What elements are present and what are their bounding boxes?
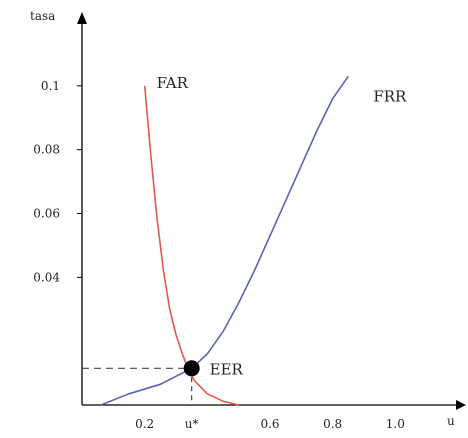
y-tick-label: 0.06 [33,207,60,221]
series-line-far [143,85,239,406]
x-axis-arrow-icon [456,400,466,410]
y-axis-arrow-icon [77,12,87,24]
x-tick-label: 0.2 [135,417,154,431]
x-tick-label: 1.0 [386,417,405,431]
x-tick-label: 0.8 [323,417,342,431]
series-label-frr: FRR [373,87,407,105]
series-label-far: FAR [157,74,189,92]
y-tick-labels: 0.1 0.08 0.06 0.04 [33,79,82,284]
y-axis-label: tasa [30,9,55,23]
y-tick-label: 0.1 [41,79,60,93]
x-tick-label: 0.6 [260,417,279,431]
y-tick-label: 0.08 [33,143,60,157]
x-tick-labels: 0.2 u* 0.6 0.8 1.0 [135,417,405,431]
eer-label: EER [210,360,244,378]
x-axis-label: u [447,414,455,428]
y-tick-label: 0.04 [33,270,60,284]
x-tick-label: u* [185,417,199,431]
series-line-frr [100,75,349,406]
eer-point [183,360,200,377]
series-layer: FAR FRR [100,74,407,406]
